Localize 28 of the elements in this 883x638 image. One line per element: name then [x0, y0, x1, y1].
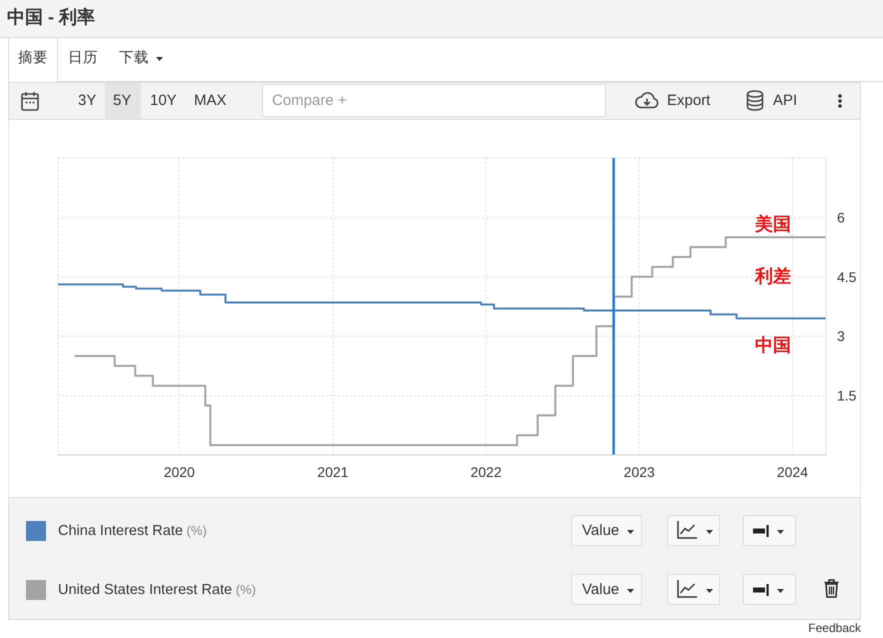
x-tick-label: 2022 [470, 464, 502, 480]
text: 下载 [119, 49, 149, 67]
x-tick-label: 2023 [624, 464, 656, 480]
annotation: 中国 [755, 335, 791, 356]
text: Feedback [808, 620, 861, 636]
annotation: 利差 [755, 266, 791, 287]
y-tick-label: 6 [837, 209, 845, 226]
x-tick-label: 2024 [776, 464, 808, 480]
annotation: 美国 [755, 214, 791, 235]
text: 10Y [150, 92, 177, 110]
text: Export [667, 92, 710, 110]
x-tick-label: 2020 [164, 464, 196, 480]
text: MAX [194, 92, 227, 110]
text: 3Y [78, 92, 96, 110]
text: 摘要 [18, 49, 48, 67]
text: 5Y [113, 92, 132, 110]
text: Value [582, 522, 620, 540]
legend-label: United States Interest Rate (%) [58, 582, 256, 598]
text: 日历 [68, 49, 98, 67]
text: Compare + [272, 92, 347, 110]
y-tick-label: 1.5 [837, 388, 857, 404]
text: Value [582, 581, 620, 599]
legend-label: China Interest Rate (%) [58, 523, 207, 539]
x-tick-label: 2021 [317, 464, 349, 480]
text: API [773, 92, 798, 110]
y-tick-label: 3 [837, 328, 845, 344]
chart-title: 中国 - 利率 [7, 6, 95, 29]
y-tick-label: 4.5 [837, 268, 857, 285]
